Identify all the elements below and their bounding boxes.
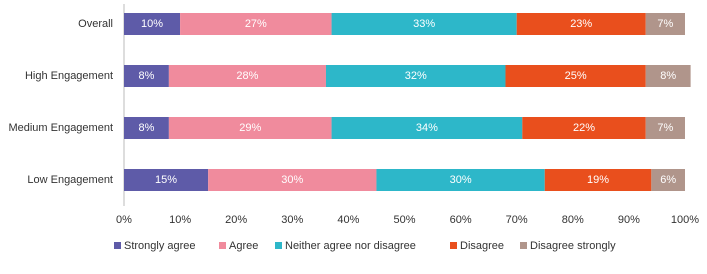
bar-segment <box>522 117 646 139</box>
bar-segment <box>645 65 691 87</box>
legend-label: Neither agree nor disagree <box>285 240 416 252</box>
bar-segment <box>180 13 332 35</box>
value-label: 19% <box>587 174 609 186</box>
bar-segment <box>376 169 545 191</box>
bar-segment <box>168 117 332 139</box>
bar-segment <box>544 169 652 191</box>
value-label: 33% <box>413 18 435 30</box>
bar-segment <box>168 65 326 87</box>
x-tick-label: 10% <box>169 214 191 226</box>
value-label: 7% <box>657 122 673 134</box>
value-label: 30% <box>450 174 472 186</box>
legend-label: Strongly agree <box>124 240 196 252</box>
bar-segment <box>331 117 523 139</box>
x-tick-label: 60% <box>450 214 472 226</box>
bar-segment <box>645 13 685 35</box>
category-label: Overall <box>78 18 113 30</box>
value-label: 7% <box>657 18 673 30</box>
value-label: 8% <box>138 122 154 134</box>
legend-swatch <box>275 242 282 249</box>
bar-segment <box>645 117 685 139</box>
bar-segment <box>124 169 209 191</box>
bar-segment <box>505 65 646 87</box>
legend-label: Agree <box>229 240 258 252</box>
legend-swatch <box>219 242 226 249</box>
x-tick-label: 90% <box>618 214 640 226</box>
bar-segment <box>651 169 685 191</box>
bar-segment <box>124 65 169 87</box>
value-label: 6% <box>660 174 676 186</box>
value-label: 27% <box>245 18 267 30</box>
value-label: 10% <box>141 18 163 30</box>
value-label: 32% <box>405 70 427 82</box>
value-label: 22% <box>573 122 595 134</box>
x-tick-label: 30% <box>281 214 303 226</box>
value-label: 8% <box>138 70 154 82</box>
value-label: 25% <box>565 70 587 82</box>
value-label: 8% <box>660 70 676 82</box>
legend-label: Disagree <box>460 240 504 252</box>
legend-label: Disagree strongly <box>530 240 616 252</box>
category-label: High Engagement <box>25 70 113 82</box>
bar-segment <box>325 65 506 87</box>
value-label: 15% <box>155 174 177 186</box>
x-tick-label: 20% <box>225 214 247 226</box>
value-label: 28% <box>236 70 258 82</box>
value-label: 29% <box>239 122 261 134</box>
bar-segment <box>124 13 181 35</box>
legend-swatch <box>450 242 457 249</box>
value-label: 30% <box>281 174 303 186</box>
value-label: 23% <box>570 18 592 30</box>
bar-segment <box>331 13 517 35</box>
x-tick-label: 100% <box>671 214 699 226</box>
x-tick-label: 40% <box>337 214 359 226</box>
category-label: Medium Engagement <box>8 122 113 134</box>
x-tick-label: 70% <box>506 214 528 226</box>
x-tick-label: 50% <box>393 214 415 226</box>
x-tick-label: 0% <box>116 214 132 226</box>
bar-segment <box>124 117 169 139</box>
bar-segment <box>516 13 646 35</box>
value-label: 34% <box>416 122 438 134</box>
bar-segment <box>208 169 377 191</box>
x-tick-label: 80% <box>562 214 584 226</box>
category-label: Low Engagement <box>27 174 113 186</box>
legend-swatch <box>114 242 121 249</box>
legend-swatch <box>520 242 527 249</box>
